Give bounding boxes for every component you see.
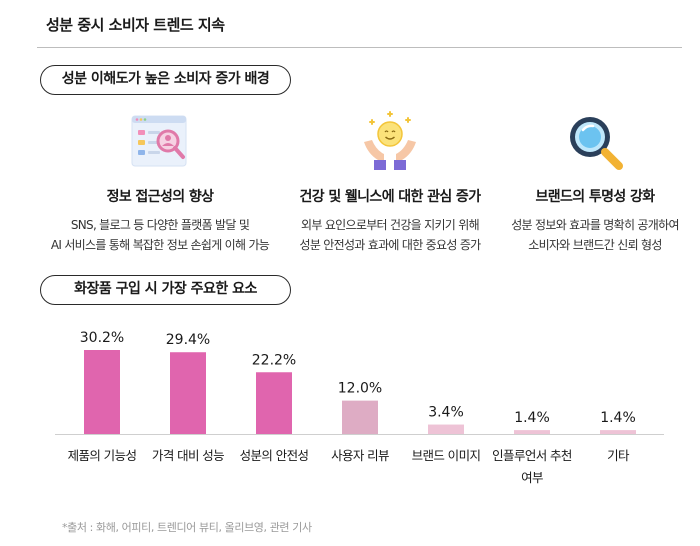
- factor-description-line: SNS, 블로그 등 다양한 플랫폼 발달 및: [70, 218, 250, 232]
- checklist-magnifier-icon: [131, 115, 187, 167]
- factor-description: 외부 요인으로부터 건강을 지키기 위해 성분 안전성과 효과에 대한 중요성 …: [280, 215, 500, 255]
- factor-description-line: 성분 안전성과 효과에 대한 중요성 증가: [299, 238, 481, 252]
- factor-description: SNS, 블로그 등 다양한 플랫폼 발달 및 AI 서비스를 통해 복잡한 정…: [50, 215, 270, 255]
- factor-title: 브랜드의 투명성 강화: [535, 189, 655, 205]
- section-label-background: 성분 이해도가 높은 소비자 증가 배경: [40, 65, 291, 95]
- category-label: 브랜드 이미지: [412, 448, 481, 463]
- bar-value-label: 3.4%: [428, 405, 464, 421]
- title-divider: [37, 47, 682, 48]
- bar-value-label: 29.4%: [166, 332, 210, 348]
- category-label: 성분의 안전성: [240, 448, 309, 463]
- factor-description-line: 성분 정보와 효과를 명확히 공개하여: [511, 218, 679, 232]
- factor-description-line: AI 서비스를 통해 복잡한 정보 손쉽게 이해 가능: [50, 238, 270, 252]
- bar: [342, 400, 378, 434]
- purchase-factors-bar-chart: 30.2% 제품의 기능성 29.4% 가격 대비 성능 22.2% 성분의 안전성 12.…: [55, 330, 664, 485]
- factor-info-access: 정보 접근성의 향상 SNS, 블로그 등 다양한 플랫폼 발달 및 AI 서비…: [50, 110, 270, 255]
- bar: [428, 424, 464, 434]
- bar-value-label: 1.4%: [600, 410, 636, 426]
- factor-description-line: 외부 요인으로부터 건강을 지키기 위해: [301, 218, 480, 232]
- bar-value-label: 1.4%: [514, 410, 550, 426]
- bar-value-label: 30.2%: [80, 330, 124, 346]
- factor-wellness: 건강 및 웰니스에 대한 관심 증가 외부 요인으로부터 건강을 지키기 위해 …: [280, 110, 500, 255]
- category-label: 기타: [607, 448, 630, 463]
- wellness-hands-icon: [364, 111, 416, 170]
- factor-title: 건강 및 웰니스에 대한 관심 증가: [299, 189, 481, 205]
- bar: [514, 430, 550, 434]
- factor-title: 정보 접근성의 향상: [106, 189, 214, 205]
- section-label-purchase-factors: 화장품 구입 시 가장 주요한 요소: [40, 275, 291, 305]
- factor-description-line: 소비자와 브랜드간 신뢰 형성: [528, 238, 662, 252]
- magnifying-glass-icon: [570, 117, 623, 170]
- bar: [170, 352, 206, 434]
- category-label: 사용자 리뷰: [331, 448, 389, 463]
- bar-value-label: 22.2%: [252, 352, 296, 368]
- bar: [84, 350, 120, 434]
- category-label: 제품의 기능성: [68, 448, 137, 463]
- source-note: *출처 : 화해, 어피티, 트렌디어 뷰티, 올리브영, 관련 기사: [62, 521, 312, 534]
- bar: [256, 372, 292, 434]
- category-label: 가격 대비 성능: [152, 448, 224, 463]
- factor-description: 성분 정보와 효과를 명확히 공개하여 소비자와 브랜드간 신뢰 형성: [485, 215, 700, 255]
- bar-value-label: 12.0%: [338, 381, 382, 397]
- category-label: 인플루언서 추천 여부: [492, 448, 572, 485]
- page-title: 성분 중시 소비자 트렌드 지속: [46, 16, 225, 34]
- factor-brand-transparency: 브랜드의 투명성 강화 성분 정보와 효과를 명확히 공개하여 소비자와 브랜드…: [485, 110, 700, 255]
- bar: [600, 430, 636, 434]
